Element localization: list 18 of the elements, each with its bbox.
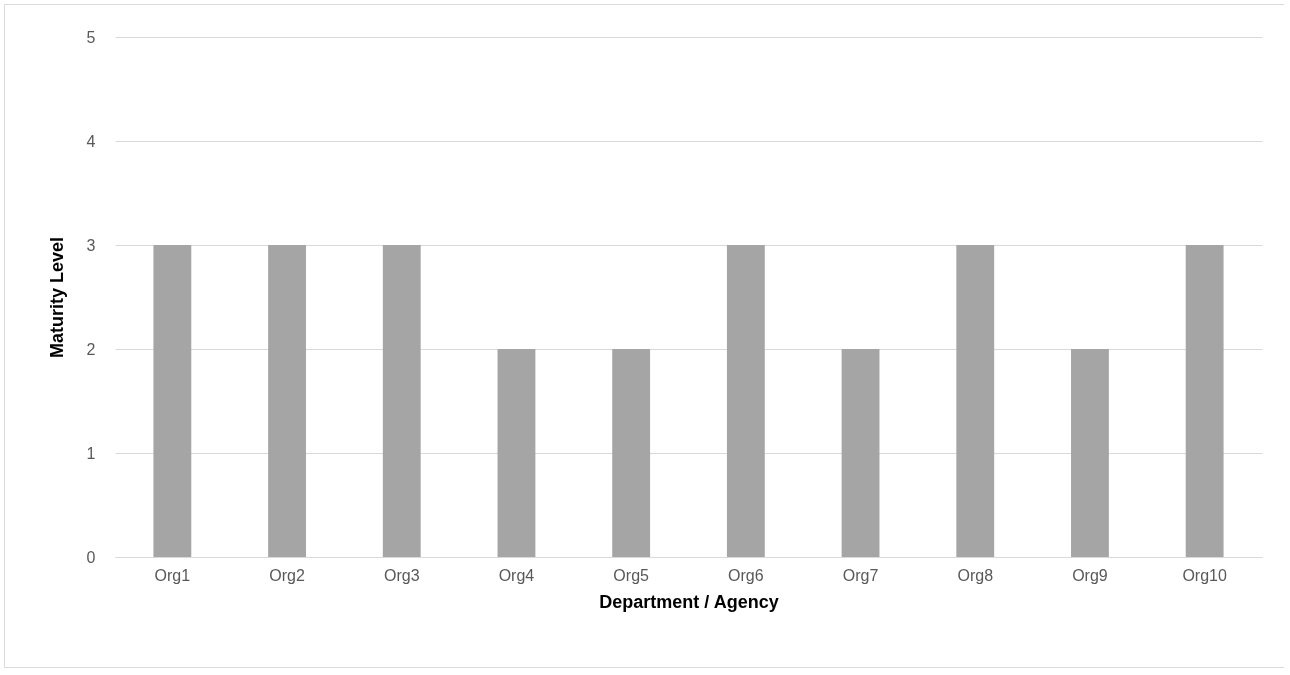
y-tick-label: 3 [86, 236, 96, 254]
x-tick-label: Org4 [498, 566, 535, 584]
y-tick-label: 2 [86, 340, 96, 358]
x-axis-title: Department / Agency [599, 591, 779, 612]
y-tick-label: 1 [86, 444, 96, 462]
y-tick-label: 4 [86, 132, 96, 150]
y-tick-label: 5 [86, 28, 96, 46]
x-tick-label: Org5 [613, 566, 650, 584]
y-tick-label: 0 [86, 548, 96, 566]
x-tick-label: Org9 [1072, 566, 1108, 584]
x-tick-label: Org8 [957, 566, 994, 584]
x-tick-label: Org3 [383, 566, 420, 584]
x-tick-label: Org2 [269, 566, 305, 584]
x-tick-label: Org7 [842, 566, 879, 584]
x-tick-label: Org1 [154, 566, 191, 584]
y-axis-title: Maturity Level [46, 236, 67, 359]
x-tick-label: Org10 [1182, 566, 1227, 584]
x-tick-label: Org6 [728, 566, 764, 584]
